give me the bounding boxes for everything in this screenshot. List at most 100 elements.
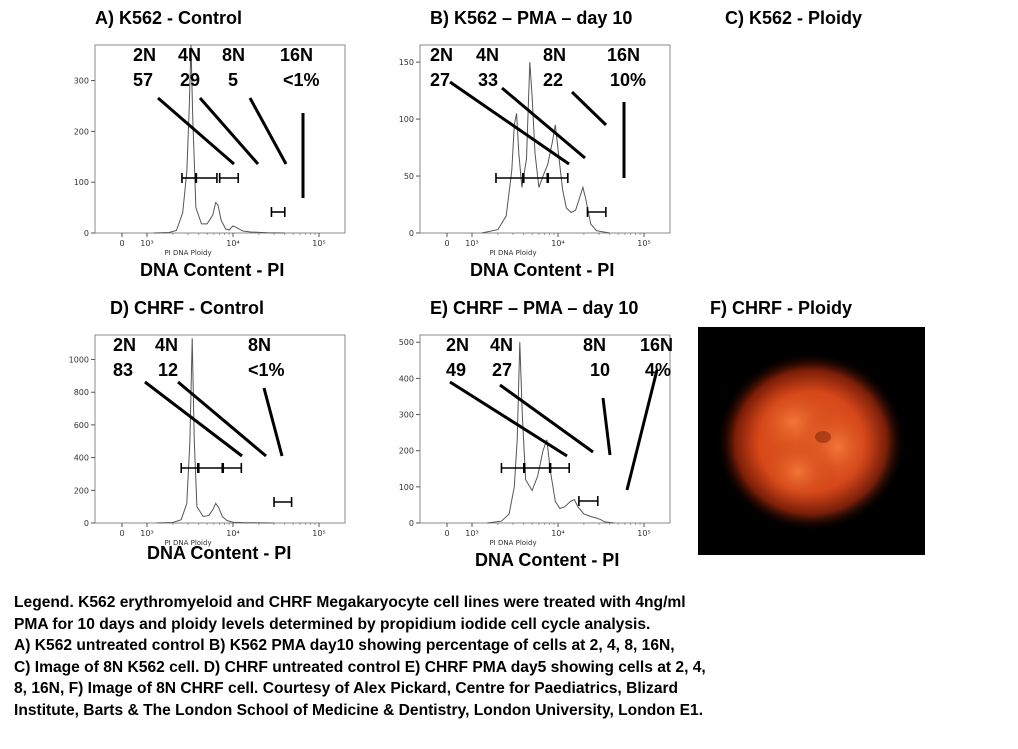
panel-a-gate-label-3: 8N xyxy=(222,45,246,65)
pointer-line xyxy=(144,380,243,458)
y-tick-label: 300 xyxy=(74,77,89,86)
panel-e-gate-label-1: 2N xyxy=(446,335,470,355)
y-tick-label: 50 xyxy=(404,172,414,181)
x-tick-label: 10⁴ xyxy=(551,529,564,538)
panel-f-title: F) CHRF - Ploidy xyxy=(710,298,852,318)
y-tick-label: 100 xyxy=(399,115,414,124)
axis-caption: PI DNA Ploidy xyxy=(489,539,536,547)
y-tick-label: 150 xyxy=(399,58,414,67)
panel-d-title: D) CHRF - Control xyxy=(110,298,264,318)
panel-b-gate-label-2: 4N xyxy=(476,45,500,65)
pointer-line xyxy=(501,86,586,160)
y-tick-label: 300 xyxy=(399,411,414,420)
x-tick-label: 0 xyxy=(444,239,449,248)
panel-b-gate-label-3: 8N xyxy=(543,45,567,65)
x-tick-label: 10⁴ xyxy=(226,239,239,248)
panel-a-histogram: 0 100 200 300 0 10³ 10⁴ 10⁵ PI DNA Ploidy xyxy=(74,44,346,257)
y-tick-label: 0 xyxy=(409,229,414,238)
pointer-line xyxy=(177,380,267,458)
x-tick-label: 10³ xyxy=(465,239,478,248)
pointer-line xyxy=(449,80,570,166)
panel-d-gate-value-2: 12 xyxy=(158,360,179,380)
panel-b-gate-value-2: 33 xyxy=(478,70,499,90)
panel-b-histogram: 0 50 100 150 0 10³ 10⁴ 10⁵ PI DNA Ploidy xyxy=(399,44,671,257)
x-tick-label: 10⁵ xyxy=(637,239,650,248)
x-tick-label: 10³ xyxy=(140,239,153,248)
panel-a-gate-label-2: 4N xyxy=(178,45,202,65)
y-tick-label: 0 xyxy=(84,229,89,238)
pointer-line xyxy=(625,369,659,491)
panel-d-gate-value-3: <1% xyxy=(248,360,285,380)
panel-e-gate-label-2: 4N xyxy=(490,335,514,355)
figure-legend: Legend. K562 erythromyeloid and CHRF Meg… xyxy=(14,592,1009,722)
panel-b-gate-label-1: 2N xyxy=(430,45,454,65)
panel-e-gate-label-3: 8N xyxy=(583,335,607,355)
panel-a-gate-value-1: 57 xyxy=(133,70,154,90)
y-tick-label: 800 xyxy=(74,388,89,397)
panel-e-x-title: DNA Content - PI xyxy=(475,550,620,570)
y-tick-label: 400 xyxy=(399,374,414,383)
pointer-line xyxy=(499,383,594,454)
y-tick-label: 600 xyxy=(74,421,89,430)
y-tick-label: 200 xyxy=(74,127,89,136)
y-tick-label: 0 xyxy=(409,519,414,528)
x-tick-label: 0 xyxy=(444,529,449,538)
y-tick-label: 200 xyxy=(399,447,414,456)
panel-c-title: C) K562 - Ploidy xyxy=(725,8,863,28)
pointer-line xyxy=(248,97,288,165)
panel-a-gate-value-3: 5 xyxy=(228,70,239,90)
panel-d-gate-label-1: 2N xyxy=(113,335,137,355)
histogram-trace xyxy=(153,44,285,234)
panel-e-gate-value-2: 27 xyxy=(492,360,513,380)
y-tick-label: 500 xyxy=(399,338,414,347)
pointer-line xyxy=(570,90,608,127)
panel-e-histogram: 0 100 200 300 400 500 0 10³ 10⁴ 10⁵ PI DNA Ploidy xyxy=(399,334,671,547)
panel-a-gate-value-4: <1% xyxy=(283,70,320,90)
legend-line-3: A) K562 untreated control B) K562 PMA da… xyxy=(14,637,675,655)
panel-b-gate-value-4: 10% xyxy=(610,70,647,90)
x-tick-label: 10³ xyxy=(140,529,153,538)
axis-caption: PI DNA Ploidy xyxy=(164,539,211,547)
panel-a-gate-label-1: 2N xyxy=(133,45,157,65)
pointer-line xyxy=(601,397,612,456)
x-tick-label: 10⁴ xyxy=(551,239,564,248)
panel-e-gate-value-3: 10 xyxy=(590,360,611,380)
panel-b-gate-label-4: 16N xyxy=(607,45,641,65)
x-tick-label: 10⁴ xyxy=(226,529,239,538)
panel-e-gate-value-1: 49 xyxy=(446,360,467,380)
y-tick-label: 100 xyxy=(74,178,89,187)
legend-line-6: Institute, Barts & The London School of … xyxy=(14,701,704,719)
legend-line-2: PMA for 10 days and ploidy levels determ… xyxy=(14,615,651,633)
pointer-line xyxy=(262,387,284,457)
y-tick-label: 200 xyxy=(74,486,89,495)
pointer-line xyxy=(157,96,235,166)
pointer-line xyxy=(449,380,568,458)
legend-line-4: C) Image of 8N K562 cell. D) CHRF untrea… xyxy=(14,658,706,676)
panel-e-gate-value-4: 4% xyxy=(645,360,672,380)
panel-b-title: B) K562 – PMA – day 10 xyxy=(430,8,633,28)
panel-a-gate-value-2: 29 xyxy=(180,70,201,90)
x-tick-label: 0 xyxy=(119,529,124,538)
panel-a-gate-label-4: 16N xyxy=(280,45,314,65)
y-tick-label: 0 xyxy=(84,519,89,528)
panel-d-gate-label-3: 8N xyxy=(248,335,272,355)
y-tick-label: 1000 xyxy=(69,356,89,365)
panel-e-gate-label-4: 16N xyxy=(640,335,674,355)
histogram-trace xyxy=(156,338,275,524)
legend-line-5: 8, 16N, F) Image of 8N CHRF cell. Courte… xyxy=(14,680,679,698)
chrf-cell-glow xyxy=(716,352,906,532)
panel-b-gate-value-3: 22 xyxy=(543,70,564,90)
panel-a-title: A) K562 - Control xyxy=(95,8,243,28)
y-tick-label: 100 xyxy=(399,483,414,492)
panel-e-title: E) CHRF – PMA – day 10 xyxy=(430,298,639,318)
axis-caption: PI DNA Ploidy xyxy=(164,249,211,257)
x-tick-label: 10⁵ xyxy=(637,529,650,538)
panel-d-x-title: DNA Content - PI xyxy=(147,543,292,563)
pointer-line xyxy=(198,97,260,165)
y-tick-label: 400 xyxy=(74,454,89,463)
x-tick-label: 10⁵ xyxy=(312,239,325,248)
chrf-cell-micrograph xyxy=(698,327,925,555)
panel-b-x-title: DNA Content - PI xyxy=(470,260,615,280)
x-tick-label: 0 xyxy=(119,239,124,248)
panel-d-gate-value-1: 83 xyxy=(113,360,134,380)
